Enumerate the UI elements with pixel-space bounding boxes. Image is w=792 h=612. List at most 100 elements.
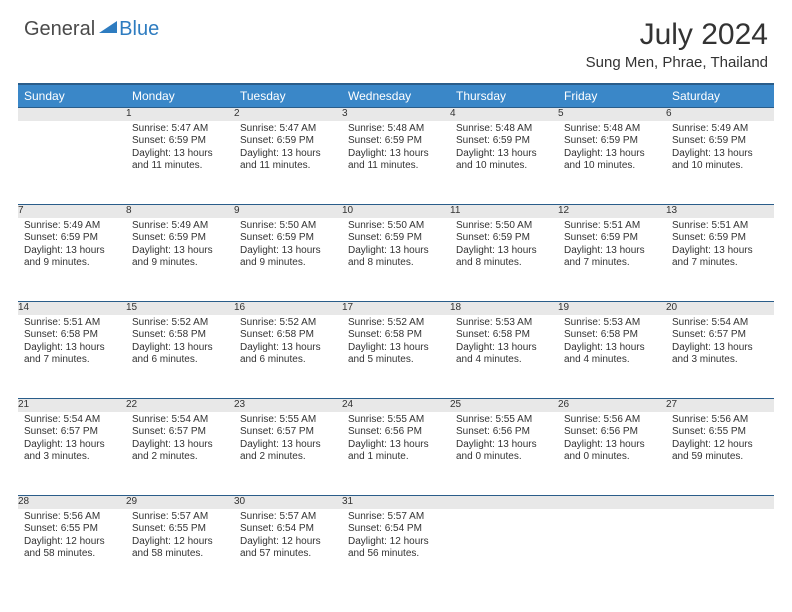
daylight-line: Daylight: 13 hours and 2 minutes. [240, 439, 336, 464]
day-number: 1 [126, 108, 234, 121]
daylight-line: Daylight: 13 hours and 3 minutes. [24, 439, 120, 464]
sunrise-line: Sunrise: 5:51 AM [672, 220, 768, 233]
day-number: 28 [18, 496, 126, 509]
sunrise-line: Sunrise: 5:57 AM [240, 511, 336, 524]
sunset-line: Sunset: 6:57 PM [132, 426, 228, 439]
day-number: 24 [342, 399, 450, 412]
day-cell: Sunrise: 5:57 AMSunset: 6:54 PMDaylight:… [342, 509, 450, 593]
day-cell-body: Sunrise: 5:55 AMSunset: 6:56 PMDaylight:… [342, 412, 450, 468]
day-cell: Sunrise: 5:52 AMSunset: 6:58 PMDaylight:… [234, 315, 342, 399]
empty-cell [18, 121, 126, 205]
day-cell-body: Sunrise: 5:51 AMSunset: 6:59 PMDaylight:… [558, 218, 666, 274]
sunset-line: Sunset: 6:55 PM [24, 523, 120, 536]
day-cell: Sunrise: 5:51 AMSunset: 6:59 PMDaylight:… [558, 218, 666, 302]
day-cell-body: Sunrise: 5:48 AMSunset: 6:59 PMDaylight:… [558, 121, 666, 177]
sunset-line: Sunset: 6:56 PM [456, 426, 552, 439]
day-number: 6 [666, 108, 774, 121]
week-daynum-row: 28293031 [18, 496, 774, 509]
empty-cell [450, 509, 558, 593]
day-number: 16 [234, 302, 342, 315]
day-cell-body: Sunrise: 5:53 AMSunset: 6:58 PMDaylight:… [558, 315, 666, 371]
day-number: 27 [666, 399, 774, 412]
day-cell-body: Sunrise: 5:49 AMSunset: 6:59 PMDaylight:… [18, 218, 126, 274]
day-number: 7 [18, 205, 126, 218]
day-cell-body: Sunrise: 5:48 AMSunset: 6:59 PMDaylight:… [450, 121, 558, 177]
daylight-line: Daylight: 13 hours and 5 minutes. [348, 342, 444, 367]
day-number: 23 [234, 399, 342, 412]
sunrise-line: Sunrise: 5:56 AM [672, 414, 768, 427]
day-cell: Sunrise: 5:50 AMSunset: 6:59 PMDaylight:… [234, 218, 342, 302]
day-cell: Sunrise: 5:49 AMSunset: 6:59 PMDaylight:… [126, 218, 234, 302]
day-cell-body: Sunrise: 5:54 AMSunset: 6:57 PMDaylight:… [666, 315, 774, 371]
sunset-line: Sunset: 6:59 PM [672, 135, 768, 148]
empty-day-number [450, 496, 558, 509]
daylight-line: Daylight: 13 hours and 7 minutes. [24, 342, 120, 367]
day-cell: Sunrise: 5:53 AMSunset: 6:58 PMDaylight:… [450, 315, 558, 399]
day-cell: Sunrise: 5:54 AMSunset: 6:57 PMDaylight:… [126, 412, 234, 496]
sunset-line: Sunset: 6:59 PM [240, 232, 336, 245]
week-daynum-row: 14151617181920 [18, 302, 774, 315]
sunset-line: Sunset: 6:58 PM [456, 329, 552, 342]
sunset-line: Sunset: 6:55 PM [672, 426, 768, 439]
brand-part1: General [24, 18, 95, 41]
day-cell-body: Sunrise: 5:50 AMSunset: 6:59 PMDaylight:… [342, 218, 450, 274]
empty-day-number [666, 496, 774, 509]
sunrise-line: Sunrise: 5:55 AM [456, 414, 552, 427]
sunset-line: Sunset: 6:58 PM [132, 329, 228, 342]
day-cell-body: Sunrise: 5:55 AMSunset: 6:57 PMDaylight:… [234, 412, 342, 468]
day-number: 15 [126, 302, 234, 315]
day-number: 21 [18, 399, 126, 412]
day-cell: Sunrise: 5:47 AMSunset: 6:59 PMDaylight:… [126, 121, 234, 205]
day-cell-body: Sunrise: 5:53 AMSunset: 6:58 PMDaylight:… [450, 315, 558, 371]
sunset-line: Sunset: 6:57 PM [240, 426, 336, 439]
daylight-line: Daylight: 13 hours and 2 minutes. [132, 439, 228, 464]
sunrise-line: Sunrise: 5:53 AM [456, 317, 552, 330]
daylight-line: Daylight: 13 hours and 9 minutes. [132, 245, 228, 270]
day-number: 20 [666, 302, 774, 315]
day-number: 2 [234, 108, 342, 121]
weekday-header: Monday [126, 84, 234, 108]
sunset-line: Sunset: 6:59 PM [132, 232, 228, 245]
daylight-line: Daylight: 13 hours and 0 minutes. [564, 439, 660, 464]
sunrise-line: Sunrise: 5:54 AM [672, 317, 768, 330]
sunrise-line: Sunrise: 5:52 AM [132, 317, 228, 330]
sunset-line: Sunset: 6:57 PM [672, 329, 768, 342]
sunrise-line: Sunrise: 5:55 AM [240, 414, 336, 427]
sunset-line: Sunset: 6:54 PM [240, 523, 336, 536]
day-cell: Sunrise: 5:52 AMSunset: 6:58 PMDaylight:… [126, 315, 234, 399]
daylight-line: Daylight: 12 hours and 56 minutes. [348, 536, 444, 561]
sunrise-line: Sunrise: 5:50 AM [348, 220, 444, 233]
sunrise-line: Sunrise: 5:50 AM [456, 220, 552, 233]
sunset-line: Sunset: 6:59 PM [564, 232, 660, 245]
day-cell-body: Sunrise: 5:51 AMSunset: 6:59 PMDaylight:… [666, 218, 774, 274]
week-content-row: Sunrise: 5:51 AMSunset: 6:58 PMDaylight:… [18, 315, 774, 399]
daylight-line: Daylight: 13 hours and 10 minutes. [456, 148, 552, 173]
sunrise-line: Sunrise: 5:49 AM [672, 123, 768, 136]
daylight-line: Daylight: 13 hours and 9 minutes. [24, 245, 120, 270]
day-cell-body: Sunrise: 5:57 AMSunset: 6:54 PMDaylight:… [342, 509, 450, 565]
weekday-header: Tuesday [234, 84, 342, 108]
sunset-line: Sunset: 6:57 PM [24, 426, 120, 439]
daylight-line: Daylight: 13 hours and 8 minutes. [456, 245, 552, 270]
day-cell-body: Sunrise: 5:50 AMSunset: 6:59 PMDaylight:… [234, 218, 342, 274]
day-cell: Sunrise: 5:50 AMSunset: 6:59 PMDaylight:… [450, 218, 558, 302]
daylight-line: Daylight: 13 hours and 10 minutes. [564, 148, 660, 173]
sunrise-line: Sunrise: 5:48 AM [456, 123, 552, 136]
day-cell-body: Sunrise: 5:48 AMSunset: 6:59 PMDaylight:… [342, 121, 450, 177]
sunset-line: Sunset: 6:59 PM [564, 135, 660, 148]
brand-logo: General Blue [24, 18, 159, 41]
sunrise-line: Sunrise: 5:55 AM [348, 414, 444, 427]
sunset-line: Sunset: 6:55 PM [132, 523, 228, 536]
day-cell: Sunrise: 5:56 AMSunset: 6:55 PMDaylight:… [18, 509, 126, 593]
day-number: 8 [126, 205, 234, 218]
daylight-line: Daylight: 12 hours and 59 minutes. [672, 439, 768, 464]
sunset-line: Sunset: 6:58 PM [348, 329, 444, 342]
day-cell: Sunrise: 5:54 AMSunset: 6:57 PMDaylight:… [18, 412, 126, 496]
sunrise-line: Sunrise: 5:53 AM [564, 317, 660, 330]
day-cell: Sunrise: 5:48 AMSunset: 6:59 PMDaylight:… [450, 121, 558, 205]
calendar-table: SundayMondayTuesdayWednesdayThursdayFrid… [18, 83, 774, 593]
sunset-line: Sunset: 6:59 PM [240, 135, 336, 148]
daylight-line: Daylight: 12 hours and 58 minutes. [132, 536, 228, 561]
day-number: 9 [234, 205, 342, 218]
sunrise-line: Sunrise: 5:47 AM [240, 123, 336, 136]
